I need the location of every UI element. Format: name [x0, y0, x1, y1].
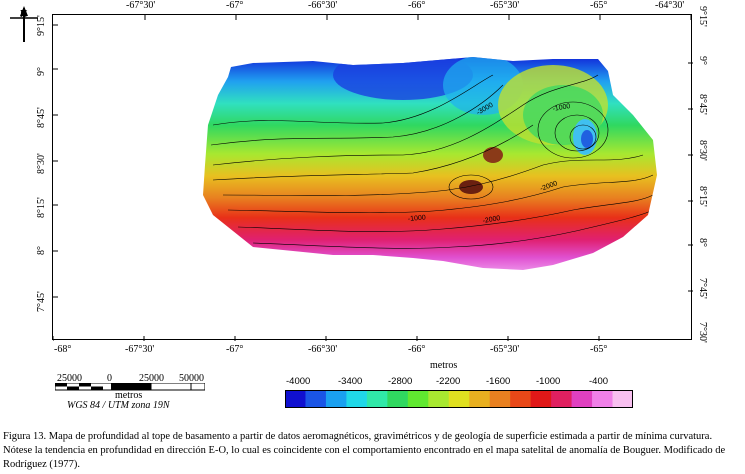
colorbar-swatch — [448, 390, 470, 408]
contour-label: -1000 — [552, 103, 571, 113]
colorbar-swatch — [571, 390, 593, 408]
colorbar-label: -400 — [589, 376, 609, 387]
colorbar-swatch — [592, 390, 614, 408]
right-lat-label: 9° — [697, 56, 708, 65]
top-lon-label: -65° — [590, 0, 608, 11]
colorbar-swatch — [510, 390, 532, 408]
x-axis-label: metros — [430, 360, 458, 371]
colorbar-swatch — [612, 390, 634, 408]
colorbar-labels: -4000 -3400 -2800 -2200 -1600 -1000 -400 — [284, 376, 634, 388]
bottom-lon-label: -68° — [54, 344, 72, 355]
colorbar-swatch — [530, 390, 552, 408]
scale-tick-label: 50000 — [179, 373, 204, 384]
scale-tick-label: 0 — [107, 373, 112, 384]
colorbar-label: -4000 — [286, 376, 311, 387]
left-lat-label: 9°15' — [36, 15, 47, 36]
projection-label: WGS 84 / UTM zona 19N — [67, 400, 170, 411]
colorbar-swatch — [305, 390, 327, 408]
colorbar-swatch — [387, 390, 409, 408]
colorbar-swatch — [366, 390, 388, 408]
scale-unit: metros — [115, 390, 143, 401]
scale-bar: 25000 0 25000 50000 metros WGS 84 / UTM … — [55, 373, 225, 413]
left-lat-label: 8°45' — [36, 107, 47, 128]
colorbar-label: -2800 — [388, 376, 413, 387]
left-lat-label: 8°15' — [36, 197, 47, 218]
north-label: N — [20, 9, 28, 20]
colorbar — [285, 390, 634, 408]
scale-tick-label: 25000 — [57, 373, 82, 384]
colorbar-swatch — [469, 390, 491, 408]
top-lon-label: -67° — [226, 0, 244, 11]
contour-label: -2000 — [482, 215, 501, 225]
contour-label: -1000 — [408, 214, 427, 223]
colorbar-swatch — [489, 390, 511, 408]
right-lat-label: 8°45' — [697, 94, 708, 115]
colorbar-label: -3400 — [338, 376, 363, 387]
top-lon-label: -66° — [408, 0, 426, 11]
left-lat-label: 7°45' — [36, 291, 47, 312]
bottom-lon-label: -66°30' — [308, 344, 338, 355]
colorbar-border — [285, 390, 633, 408]
colorbar-swatch — [407, 390, 429, 408]
right-lat-label: 8°15' — [697, 186, 708, 207]
colorbar-swatch — [428, 390, 450, 408]
right-lat-label: 8° — [697, 238, 708, 247]
north-arrow-icon — [10, 6, 38, 42]
colorbar-swatch — [325, 390, 347, 408]
colorbar-label: -2200 — [436, 376, 461, 387]
right-lat-label: 8°30' — [697, 140, 708, 161]
top-lon-label: -67°30' — [126, 0, 156, 11]
top-lon-label: -66°30' — [308, 0, 338, 11]
figure-caption: Figura 13. Mapa de profundidad al tope d… — [3, 431, 726, 470]
scale-bar-graphic — [55, 383, 205, 391]
colorbar-label: -1600 — [486, 376, 511, 387]
bottom-lon-label: -65°30' — [490, 344, 520, 355]
map-frame: -3000 -1000 -2000 -1000 -2000 — [52, 14, 693, 341]
colorbar-swatch — [346, 390, 368, 408]
left-lat-label: 8°30' — [36, 153, 47, 174]
bottom-lon-label: -65° — [590, 344, 608, 355]
bottom-lon-label: -67° — [226, 344, 244, 355]
right-lat-label: 7°30' — [697, 322, 708, 343]
depth-surface — [203, 57, 657, 270]
colorbar-swatch — [285, 390, 306, 408]
north-arrow: N — [6, 4, 46, 44]
bottom-lon-label: -66° — [408, 344, 426, 355]
depth-map: -3000 -1000 -2000 -1000 -2000 — [52, 15, 693, 341]
right-lat-label: 9°15' — [697, 6, 708, 27]
top-lon-label: -65°30' — [490, 0, 520, 11]
colorbar-swatch — [551, 390, 573, 408]
scale-tick-label: 25000 — [139, 373, 164, 384]
colorbar-swatches — [285, 390, 634, 408]
top-lon-label: -64°30' — [655, 0, 685, 11]
right-lat-label: 7°45' — [697, 278, 708, 299]
left-lat-label: 9° — [36, 67, 47, 76]
colorbar-label: -1000 — [536, 376, 561, 387]
left-lat-label: 8° — [36, 246, 47, 255]
bottom-lon-label: -67°30' — [125, 344, 155, 355]
